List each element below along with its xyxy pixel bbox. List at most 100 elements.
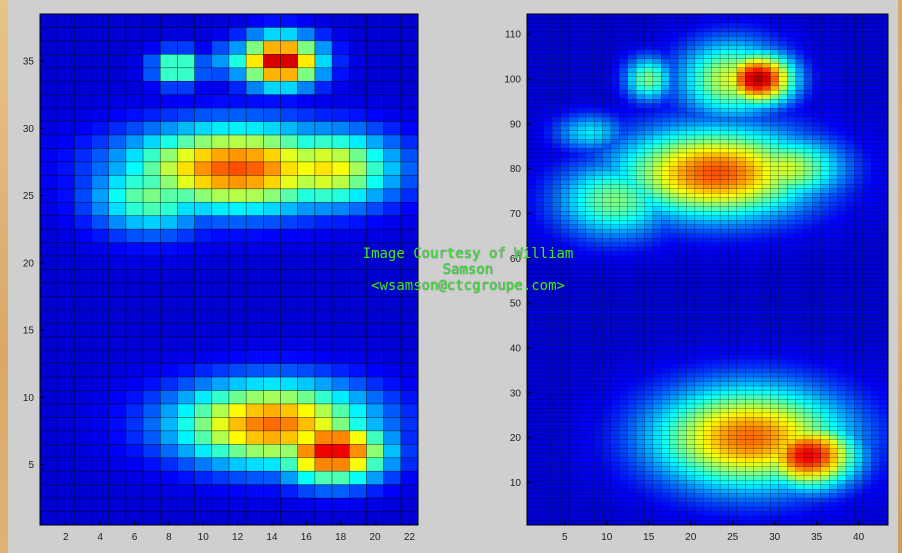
heatmap-cell [560, 314, 570, 320]
heatmap-cell [854, 94, 864, 100]
heatmap-cell [703, 161, 712, 167]
heatmap-cell [795, 426, 805, 432]
heatmap-cell [711, 260, 721, 266]
heatmap-cell [125, 188, 144, 203]
heatmap-cell [736, 148, 746, 154]
heatmap-cell [91, 376, 110, 391]
heatmap-cell [803, 291, 813, 297]
heatmap-cell [211, 511, 230, 526]
heatmap-cell [795, 148, 805, 154]
heatmap-cell [74, 363, 92, 378]
heatmap-cell [728, 224, 738, 230]
heatmap-cell [677, 291, 687, 297]
heatmap-cell [552, 107, 561, 113]
heatmap-cell [770, 399, 780, 405]
heatmap-cell [543, 139, 553, 145]
heatmap-cell [125, 228, 144, 243]
heatmap-cell [719, 139, 729, 145]
heatmap-cell [543, 305, 553, 311]
heatmap-cell [812, 430, 822, 436]
heatmap-cell [635, 193, 645, 199]
heatmap-cell [778, 305, 788, 311]
heatmap-cell [543, 220, 553, 225]
heatmap-cell [761, 300, 771, 306]
heatmap-cell [568, 148, 578, 154]
heatmap-cell [787, 408, 796, 414]
heatmap-cell [837, 363, 847, 369]
heatmap-cell [829, 430, 838, 436]
heatmap-cell [829, 116, 838, 122]
heatmap-cell [871, 233, 880, 239]
heatmap-cell [845, 426, 855, 432]
heatmap-cell [820, 125, 830, 131]
heatmap-cell [366, 121, 384, 136]
heatmap-cell [761, 139, 771, 145]
heatmap-cell [854, 381, 864, 387]
heatmap-cell [686, 184, 696, 190]
heatmap-cell [812, 282, 822, 288]
heatmap-cell [644, 188, 654, 194]
heatmap-cell [552, 22, 561, 28]
heatmap-cell [694, 228, 704, 234]
heatmap-cell [820, 421, 830, 427]
heatmap-cell [652, 269, 662, 275]
heatmap-cell [194, 430, 213, 445]
heatmap-cell [669, 408, 679, 414]
heatmap-cell [125, 309, 144, 324]
heatmap-cell [837, 278, 847, 284]
heatmap-cell [677, 94, 687, 100]
heatmap-cell [644, 161, 654, 167]
heatmap-cell [619, 22, 628, 28]
heatmap-cell [736, 376, 746, 382]
heatmap-cell [593, 372, 603, 378]
heatmap-cell [837, 417, 847, 423]
heatmap-cell [820, 367, 830, 373]
heatmap-cell [871, 372, 880, 378]
heatmap-cell [652, 224, 662, 230]
heatmap-cell [602, 157, 612, 163]
heatmap-cell [593, 31, 603, 37]
heatmap-cell [635, 421, 645, 427]
heatmap-cell [644, 260, 654, 266]
heatmap-cell [761, 148, 771, 154]
heatmap-cell [770, 22, 780, 28]
heatmap-cell [644, 394, 654, 400]
heatmap-cell [686, 85, 696, 91]
heatmap-cell [280, 403, 299, 418]
heatmap-cell [753, 148, 763, 154]
heatmap-cell [593, 152, 603, 158]
heatmap-cell [577, 300, 586, 306]
heatmap-cell [677, 179, 687, 185]
heatmap-cell [736, 309, 746, 315]
heatmap-cell [669, 318, 679, 324]
heatmap-cell [669, 152, 679, 158]
heatmap-cell [770, 85, 780, 91]
heatmap-cell [39, 27, 58, 42]
heatmap-cell [778, 202, 788, 207]
heatmap-cell [686, 98, 696, 104]
heatmap-cell [552, 94, 561, 100]
heatmap-cell [125, 215, 144, 230]
heatmap-cell [854, 327, 864, 333]
heatmap-cell [661, 399, 670, 405]
heatmap-cell [627, 36, 637, 42]
heatmap-cell [829, 345, 838, 351]
heatmap-cell [652, 206, 662, 212]
heatmap-cell [703, 318, 712, 324]
heatmap-cell [854, 211, 864, 216]
heatmap-cell [560, 202, 570, 207]
heatmap-cell [871, 394, 880, 400]
heatmap-cell [694, 336, 704, 342]
heatmap-cell [619, 417, 628, 423]
heatmap-cell [845, 148, 855, 154]
heatmap-cell [770, 31, 780, 37]
heatmap-cell [787, 166, 796, 172]
heatmap-cell [837, 367, 847, 373]
heatmap-cell [593, 228, 603, 234]
heatmap-cell [871, 143, 880, 149]
heatmap-cell [736, 121, 746, 127]
heatmap-cell [753, 58, 763, 64]
heatmap-cell [871, 237, 880, 243]
heatmap-cell [753, 130, 763, 136]
heatmap-cell [745, 224, 754, 230]
